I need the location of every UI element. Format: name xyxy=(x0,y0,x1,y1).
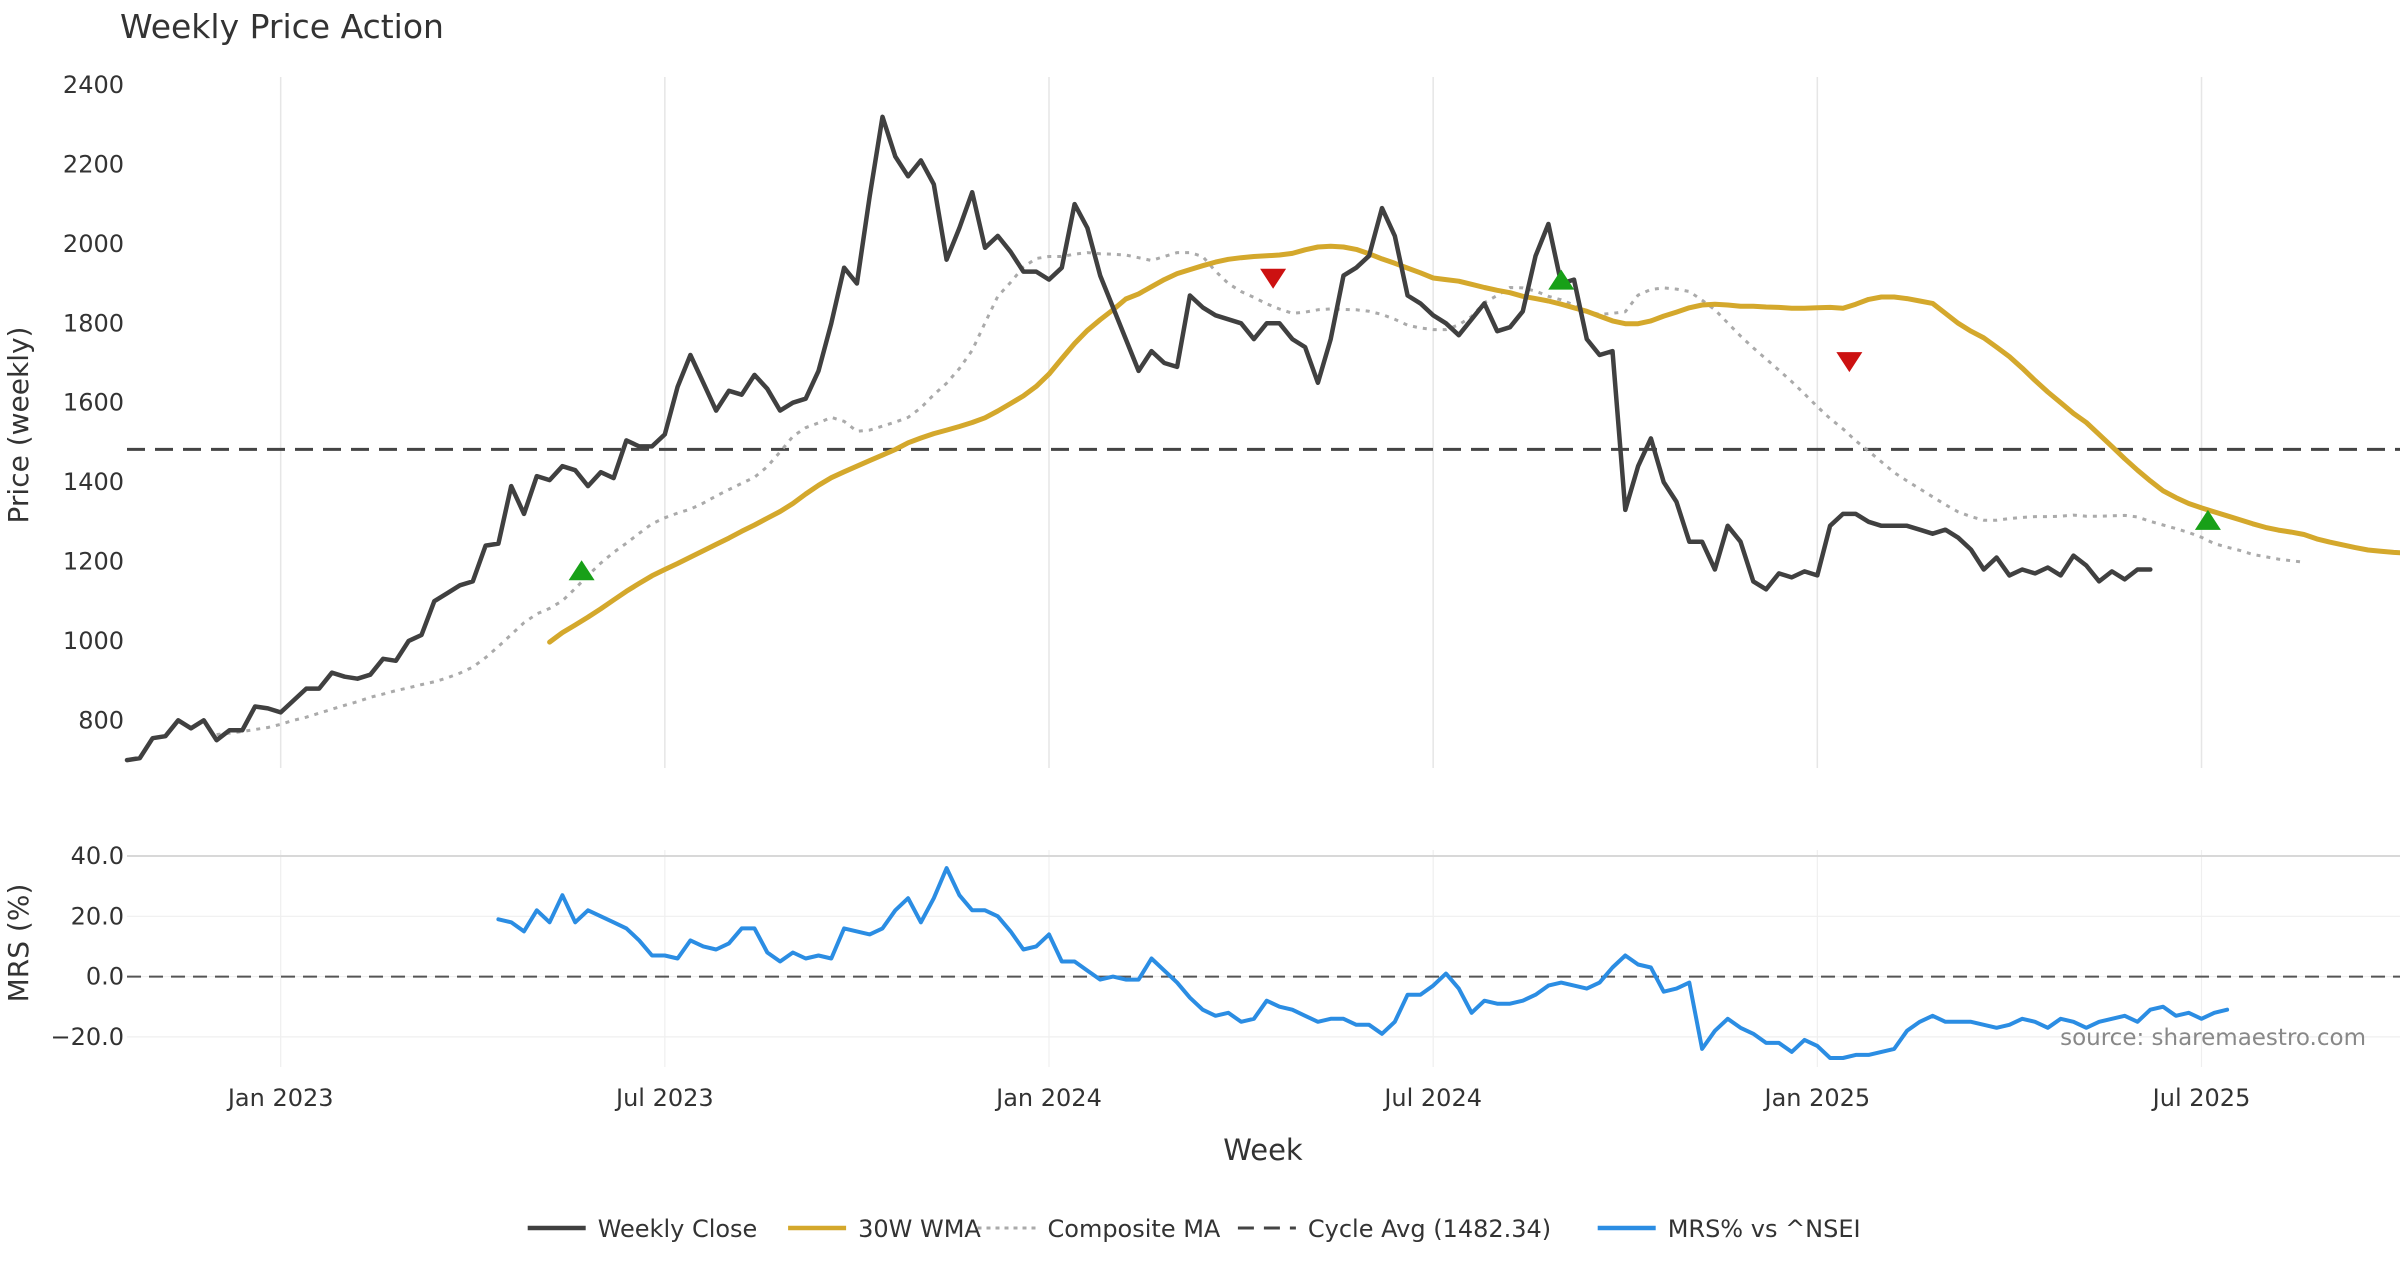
sell-signal-marker xyxy=(1260,268,1287,289)
legend-label: Cycle Avg (1482.34) xyxy=(1308,1215,1551,1243)
mrs-y-tick-label: −20.0 xyxy=(50,1023,124,1051)
legend: Weekly Close 30W WMA Composite MA Cycle Avg… xyxy=(527,1215,1861,1243)
x-tick-label: Jan 2023 xyxy=(226,1084,334,1112)
series-layer xyxy=(124,114,2400,1060)
weekly-close-line xyxy=(124,114,2153,763)
x-tick-label: Jul 2024 xyxy=(1382,1084,1482,1112)
price-y-tick-label: 2000 xyxy=(63,230,124,258)
legend-label: Composite MA xyxy=(1048,1215,1221,1243)
composite-ma-line xyxy=(216,251,2305,737)
x-tick-label: Jul 2023 xyxy=(614,1084,714,1112)
price-y-tick-label: 1200 xyxy=(63,548,124,576)
mrs-line xyxy=(496,866,2230,1060)
legend-label: MRS% vs ^NSEI xyxy=(1668,1215,1861,1243)
source-watermark: source: sharemaestro.com xyxy=(2060,1025,2366,1051)
price-y-tick-label: 1600 xyxy=(63,389,124,417)
price-y-tick-label: 800 xyxy=(78,706,124,734)
chart-title: Weekly Price Action xyxy=(120,7,444,46)
buy-signal-marker xyxy=(1548,269,1575,290)
x-tick-label: Jan 2024 xyxy=(994,1084,1102,1112)
mrs-axis-label: MRS (%) xyxy=(2,884,35,1003)
mrs-y-tick-label: 20.0 xyxy=(71,902,124,930)
price-y-tick-label: 2400 xyxy=(63,71,124,99)
price-axis-label: Price (weekly) xyxy=(2,327,35,524)
axis-layer: Jan 2023 Jul 2023 Jan 2024 Jul 2024 Jan 2025… xyxy=(50,71,2250,1112)
x-tick-label: Jul 2025 xyxy=(2151,1084,2251,1112)
legend-label: Weekly Close xyxy=(598,1215,758,1243)
signal-layer xyxy=(568,268,2221,581)
buy-signal-marker xyxy=(568,560,595,581)
wma-30w-line xyxy=(547,243,2400,645)
mrs-y-tick-label: 0.0 xyxy=(86,963,124,991)
price-y-tick-label: 1800 xyxy=(63,309,124,337)
price-y-tick-label: 1000 xyxy=(63,627,124,655)
price-y-tick-label: 1400 xyxy=(63,468,124,496)
x-tick-label: Jan 2025 xyxy=(1762,1084,1870,1112)
price-y-tick-label: 2200 xyxy=(63,150,124,178)
sell-signal-marker xyxy=(1836,352,1863,373)
mrs-y-tick-label: 40.0 xyxy=(71,842,124,870)
x-axis-label: Week xyxy=(1223,1133,1303,1167)
legend-label: 30W WMA xyxy=(858,1215,981,1243)
buy-signal-marker xyxy=(2194,509,2221,530)
reference-lines xyxy=(127,447,2400,978)
